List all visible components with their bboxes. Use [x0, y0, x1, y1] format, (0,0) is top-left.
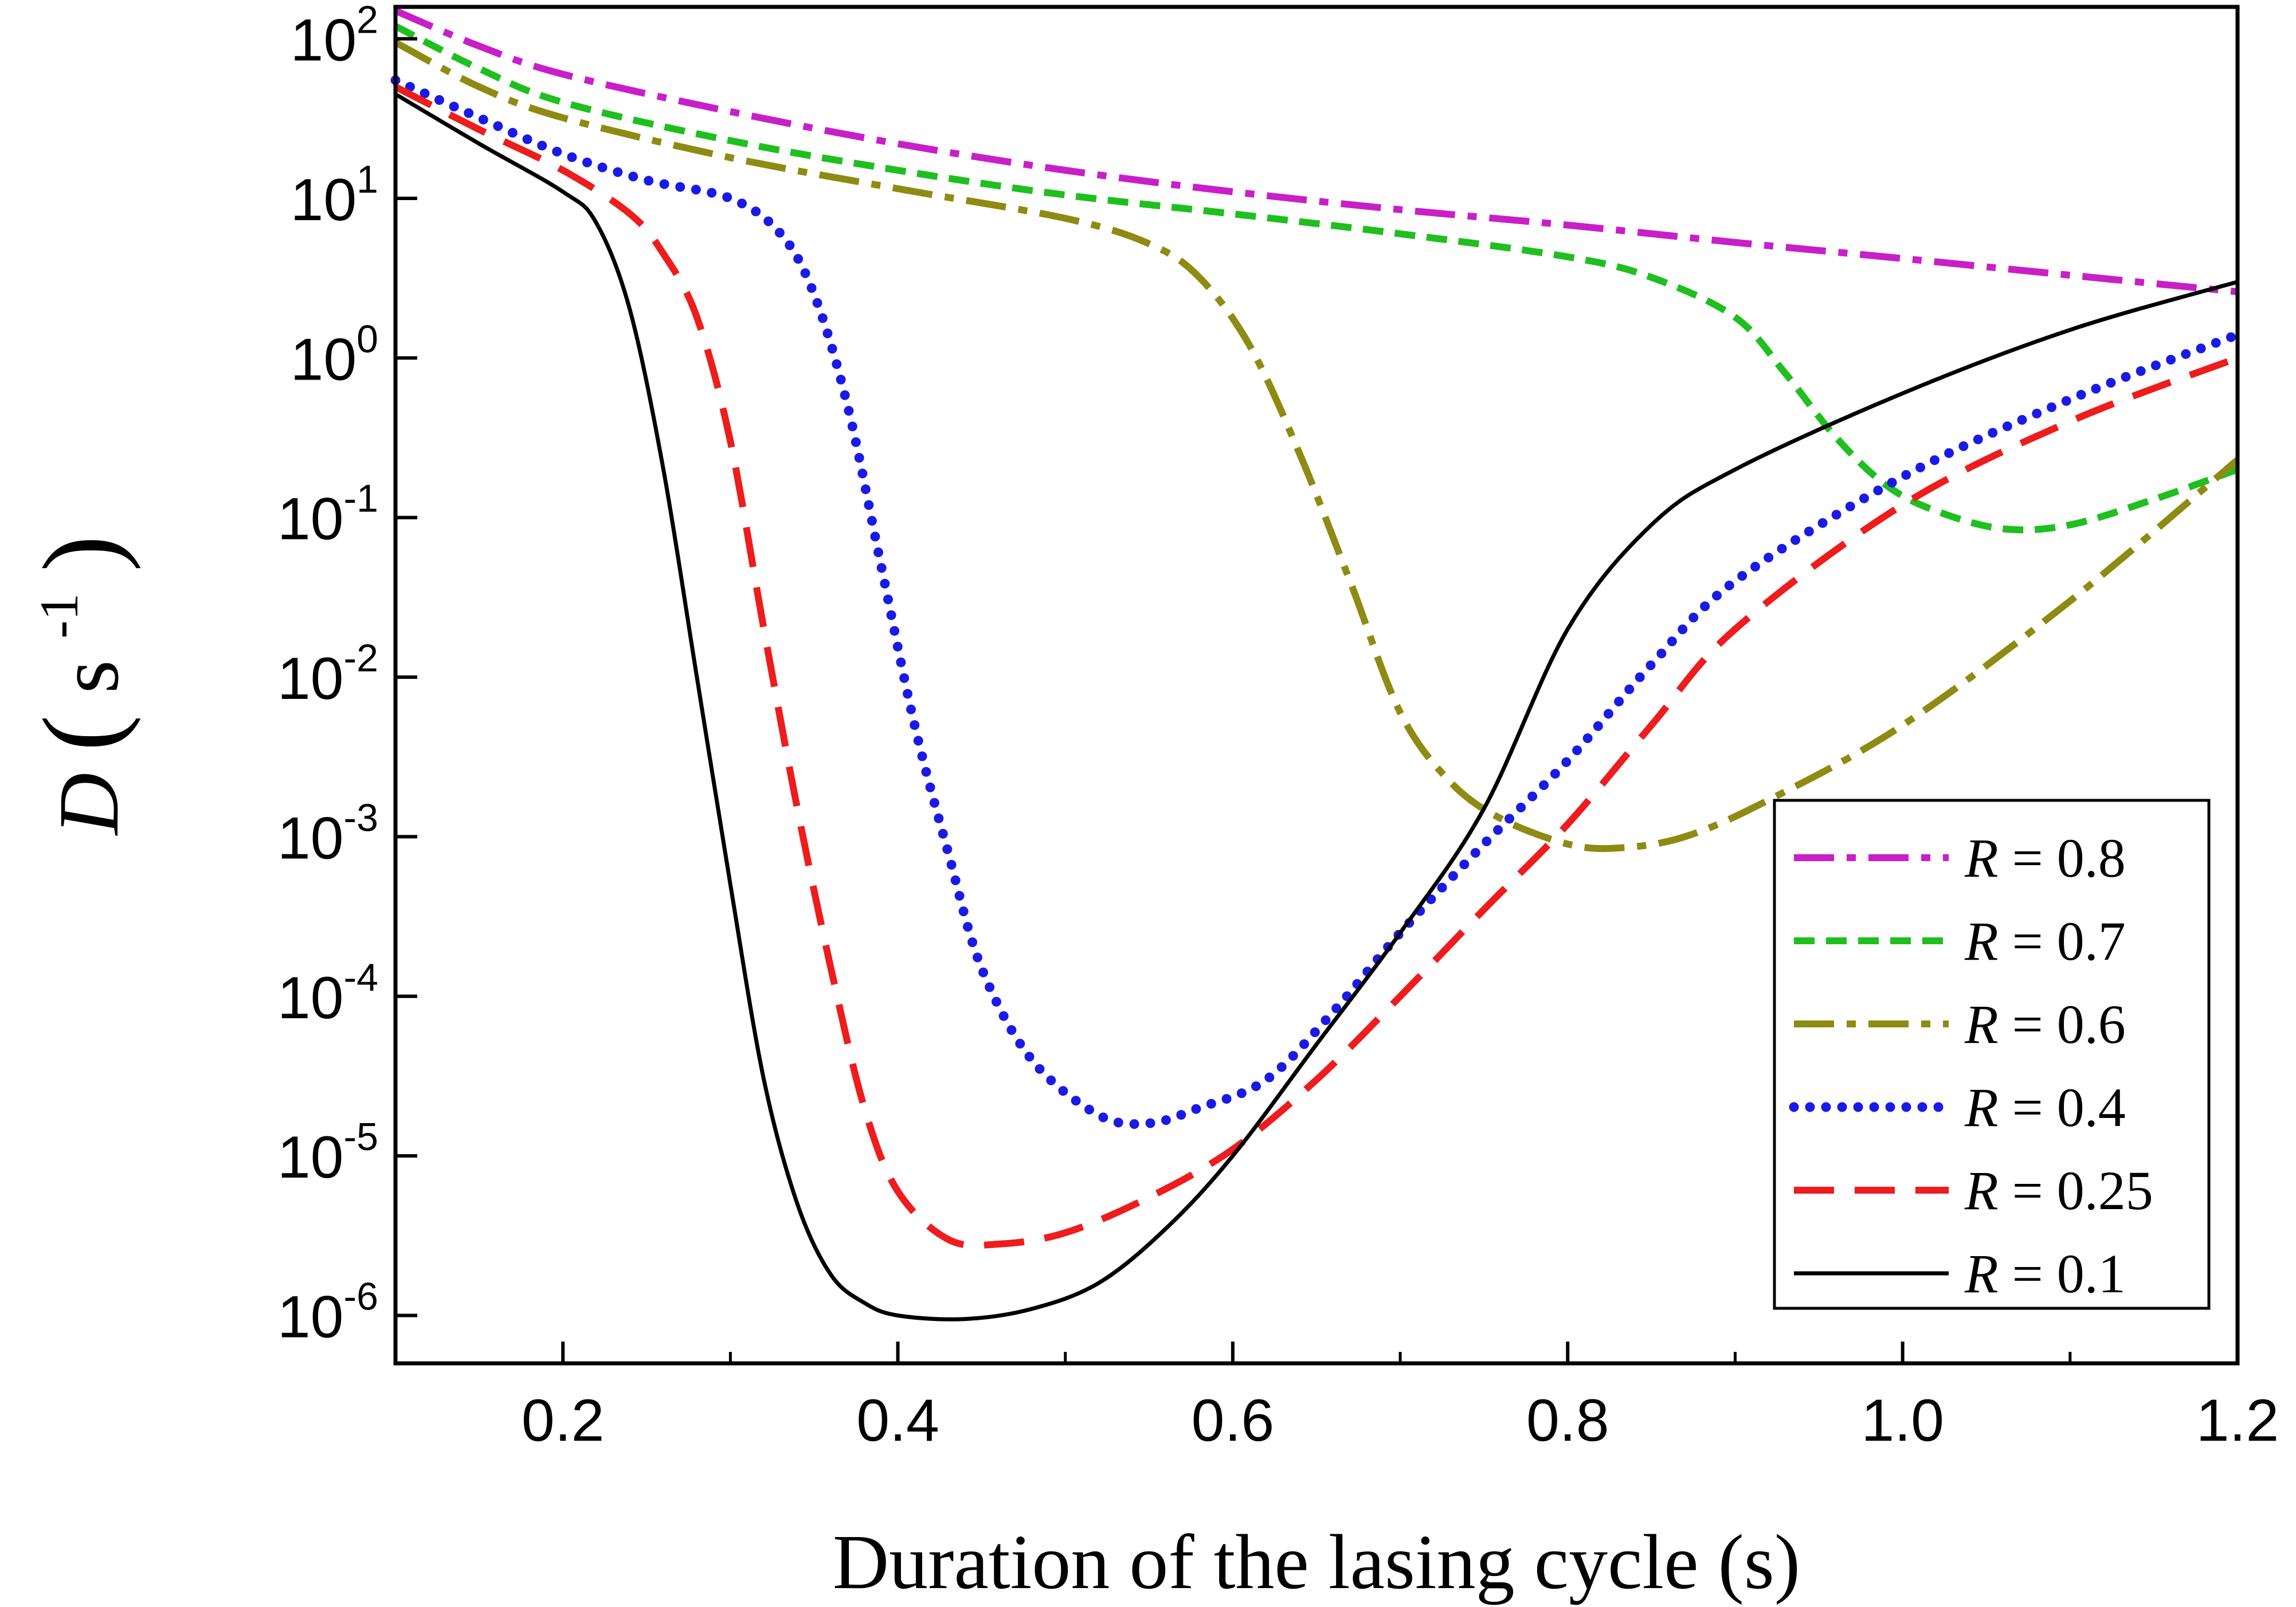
y-tick-base: 10 [290, 326, 356, 393]
plot-frame [393, 5, 2240, 1366]
y-axis-title-close-paren: ) [21, 535, 142, 572]
x-tick-label: 0.4 [856, 1387, 939, 1454]
y-tick-exponent: 2 [356, 0, 378, 42]
y-tick-base: 10 [277, 805, 344, 871]
y-tick-exponent: -4 [344, 956, 378, 999]
legend-label-variable: R [1964, 1160, 1999, 1221]
y-tick-base: 10 [277, 1124, 344, 1191]
y-tick-label: 10-2 [277, 636, 378, 712]
legend-label-variable: R [1964, 910, 1999, 972]
legend-label-1: R = 0.7 [1964, 910, 2126, 972]
x-tick-label: 1.0 [1861, 1387, 1944, 1454]
legend-label-value: = 0.6 [1999, 994, 2126, 1055]
x-axis-title: Duration of the lasing cycle (s) [833, 1519, 1800, 1605]
legend-box [1773, 799, 2211, 1310]
y-tick-exponent: 0 [356, 317, 378, 361]
y-tick-base: 10 [290, 7, 356, 74]
legend-label-2: R = 0.6 [1964, 994, 2126, 1055]
y-tick-base: 10 [277, 486, 344, 553]
y-tick-exponent: -2 [344, 636, 378, 680]
y-axis-title-unit: s [41, 660, 136, 693]
y-tick-label: 100 [290, 317, 378, 393]
legend-label-3: R = 0.4 [1964, 1077, 2126, 1138]
legend-label-variable: R [1964, 994, 1999, 1055]
y-tick-label: 10-6 [277, 1274, 378, 1350]
y-axis-title: D ( s -1 ) [1, 535, 142, 836]
y-tick-label: 10-5 [277, 1115, 378, 1191]
series-line-0 [394, 7, 2238, 295]
y-tick-label: 101 [290, 158, 378, 233]
legend-label-value: = 0.4 [1999, 1077, 2126, 1138]
legend: R = 0.8R = 0.7R = 0.6R = 0.4R = 0.25R = … [1773, 799, 2211, 1310]
y-axis-title-symbol: D [41, 773, 136, 836]
series-line-2 [394, 39, 2240, 853]
y-tick-label: 102 [290, 0, 378, 74]
y-tick-base: 10 [277, 965, 344, 1031]
legend-label-value: = 0.7 [1999, 910, 2126, 972]
y-tick-exponent: -5 [344, 1115, 378, 1159]
legend-label-4: R = 0.25 [1964, 1160, 2153, 1221]
series-line-1 [394, 23, 2239, 534]
series-line-5 [394, 92, 2238, 1321]
y-tick-exponent: 1 [356, 158, 378, 201]
y-axis-title-open-paren: ( [21, 715, 142, 751]
legend-label-value: = 0.25 [1999, 1160, 2153, 1221]
legend-label-variable: R [1964, 827, 1999, 889]
y-tick-exponent: -3 [344, 796, 378, 839]
x-axis: 0.2 0.4 0.6 0.8 1.0 1.2 [394, 1342, 2279, 1454]
legend-items: R = 0.8R = 0.7R = 0.6R = 0.4R = 0.25R = … [1789, 827, 2153, 1304]
y-tick-label: 10-1 [277, 477, 378, 553]
x-tick-label: 0.6 [1192, 1387, 1275, 1454]
legend-label-value: = 0.8 [1999, 827, 2126, 889]
legend-label-variable: R [1964, 1243, 1999, 1304]
series-line-4 [394, 84, 2239, 1249]
legend-label-5: R = 0.1 [1964, 1243, 2126, 1304]
legend-label-0: R = 0.8 [1964, 827, 2126, 889]
y-tick-exponent: -6 [344, 1274, 378, 1318]
legend-label-variable: R [1964, 1077, 1999, 1138]
y-axis-title-unit-exponent: -1 [29, 593, 89, 639]
series-layer [390, 7, 2243, 1321]
svg-text:D ( s -1: D ( s -1 ) [1, 535, 142, 836]
series-line-3 [390, 75, 2243, 1129]
x-tick-label: 0.2 [522, 1387, 605, 1454]
y-tick-base: 10 [277, 646, 344, 712]
x-tick-label: 0.8 [1526, 1387, 1609, 1454]
x-tick-label: 1.2 [2196, 1387, 2279, 1454]
y-tick-base: 10 [277, 1284, 344, 1350]
y-tick-label: 10-4 [277, 956, 378, 1031]
legend-label-value: = 0.1 [1999, 1243, 2126, 1304]
y-tick-exponent: -1 [344, 477, 378, 521]
y-tick-base: 10 [290, 167, 356, 233]
y-tick-label: 10-3 [277, 796, 378, 871]
